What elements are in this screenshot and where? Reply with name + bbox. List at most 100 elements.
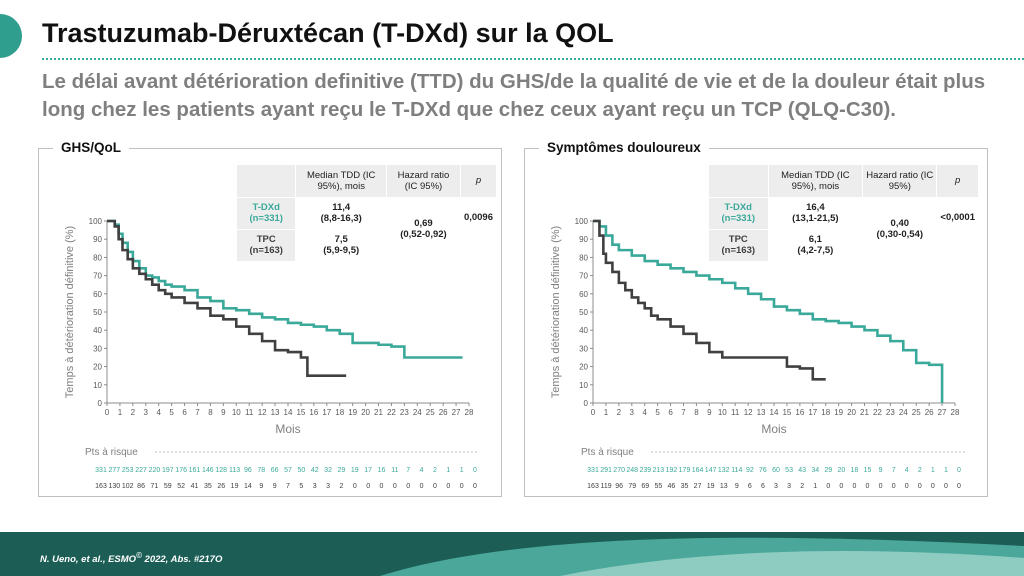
title-accent-shape xyxy=(0,14,22,58)
at-risk-tdxd-value: 113 xyxy=(229,467,240,474)
y-tick-label: 90 xyxy=(579,235,588,244)
x-tick-label: 24 xyxy=(413,408,422,417)
at-risk-tpc-value: 9 xyxy=(259,483,263,490)
at-risk-tdxd-value: 239 xyxy=(639,467,651,474)
x-tick-label: 19 xyxy=(348,408,357,417)
at-risk-tdxd-value: 0 xyxy=(473,467,477,474)
at-risk-tpc-value: 0 xyxy=(406,483,410,490)
x-tick-label: 15 xyxy=(296,408,305,417)
stats-table: Median TDD (IC 95%), mois Hazard ratio (… xyxy=(709,165,979,262)
at-risk-tdxd-value: 1 xyxy=(944,467,948,474)
hazard-ratio-ci: (0,52-0,92) xyxy=(400,229,447,240)
at-risk-tdxd-value: 331 xyxy=(95,467,107,474)
y-tick-label: 90 xyxy=(93,235,102,244)
at-risk-tdxd-value: 53 xyxy=(785,467,793,474)
x-tick-label: 13 xyxy=(271,408,280,417)
x-tick-label: 9 xyxy=(707,408,712,417)
x-tick-label: 26 xyxy=(439,408,448,417)
at-risk-tdxd-value: 29 xyxy=(338,467,346,474)
at-risk-tdxd-value: 197 xyxy=(162,467,174,474)
x-tick-label: 26 xyxy=(925,408,934,417)
x-tick-label: 25 xyxy=(426,408,435,417)
at-risk-tdxd-value: 57 xyxy=(284,467,292,474)
at-risk-tdxd-value: 291 xyxy=(600,467,612,474)
p-value: 0,0096 xyxy=(460,197,498,262)
x-axis-label: Mois xyxy=(761,422,786,436)
col-p-header: p xyxy=(460,165,498,198)
median-tpc: 7,5 xyxy=(334,234,348,245)
at-risk-tdxd-value: 29 xyxy=(824,467,832,474)
at-risk-tpc-value: 0 xyxy=(826,483,830,490)
at-risk-tpc-value: 0 xyxy=(473,483,477,490)
at-risk-tdxd-value: 20 xyxy=(837,467,845,474)
col-hr-header: Hazard ratio (IC 95%) xyxy=(386,165,461,198)
at-risk-tdxd-value: 42 xyxy=(311,467,319,474)
y-axis-label: Temps à détérioration définitive (%) xyxy=(550,226,562,398)
at-risk-tdxd-value: 17 xyxy=(364,467,372,474)
at-risk-tdxd-value: 164 xyxy=(692,467,704,474)
at-risk-tpc-value: 71 xyxy=(151,483,159,490)
at-risk-tdxd-value: 9 xyxy=(879,467,883,474)
at-risk-tpc-value: 0 xyxy=(839,483,843,490)
x-tick-label: 5 xyxy=(655,408,660,417)
arm-tdxd: T-DXd (n=331) xyxy=(709,197,769,230)
at-risk-tdxd-value: 7 xyxy=(892,467,896,474)
at-risk-tdxd-value: 220 xyxy=(149,467,161,474)
x-tick-label: 6 xyxy=(668,408,673,417)
at-risk-tdxd-value: 2 xyxy=(918,467,922,474)
at-risk-tdxd-value: 147 xyxy=(705,467,717,474)
x-tick-label: 8 xyxy=(694,408,699,417)
y-tick-label: 20 xyxy=(93,363,102,372)
at-risk-tpc-value: 0 xyxy=(944,483,948,490)
x-tick-label: 4 xyxy=(642,408,647,417)
at-risk-tdxd-value: 60 xyxy=(772,467,780,474)
x-tick-label: 20 xyxy=(847,408,856,417)
at-risk-tpc-value: 2 xyxy=(800,483,804,490)
x-tick-label: 0 xyxy=(105,408,110,417)
y-axis-label: Temps à détérioration définitive (%) xyxy=(64,226,76,398)
x-axis-label: Mois xyxy=(275,422,300,436)
at-risk-tpc-value: 3 xyxy=(774,483,778,490)
x-tick-label: 17 xyxy=(322,408,331,417)
y-tick-label: 60 xyxy=(579,290,588,299)
x-tick-label: 1 xyxy=(604,408,609,417)
at-risk-tdxd-value: 34 xyxy=(811,467,819,474)
arm-tpc: TPC (n=163) xyxy=(709,229,769,262)
x-tick-label: 28 xyxy=(465,408,474,417)
arm-tpc: TPC (n=163) xyxy=(237,229,297,262)
at-risk-tdxd-value: 96 xyxy=(244,467,252,474)
at-risk-tdxd-value: 16 xyxy=(378,467,386,474)
x-tick-label: 27 xyxy=(452,408,461,417)
at-risk-tpc-value: 119 xyxy=(600,483,611,490)
at-risk-tdxd-value: 1 xyxy=(446,467,450,474)
at-risk-tpc-value: 0 xyxy=(866,483,870,490)
x-tick-label: 12 xyxy=(744,408,753,417)
y-tick-label: 70 xyxy=(93,272,102,281)
at-risk-tpc-value: 0 xyxy=(460,483,464,490)
at-risk-tpc-value: 163 xyxy=(95,483,107,490)
panel-title: GHS/QoL xyxy=(53,140,129,155)
at-risk-tdxd-value: 50 xyxy=(297,467,305,474)
at-risk-tdxd-value: 128 xyxy=(215,467,227,474)
at-risk-tdxd-value: 213 xyxy=(653,467,665,474)
at-risk-tpc-value: 52 xyxy=(177,483,185,490)
at-risk-tdxd-value: 270 xyxy=(613,467,625,474)
at-risk-tdxd-value: 114 xyxy=(731,467,742,474)
at-risk-tdxd-value: 161 xyxy=(189,467,201,474)
at-risk-tpc-value: 59 xyxy=(164,483,172,490)
at-risk-tpc-value: 26 xyxy=(217,483,225,490)
km-curve-tdxd xyxy=(107,219,463,359)
at-risk-tdxd-value: 227 xyxy=(135,467,147,474)
at-risk-tdxd-value: 15 xyxy=(864,467,872,474)
y-tick-label: 10 xyxy=(579,381,588,390)
at-risk-tpc-value: 0 xyxy=(931,483,935,490)
at-risk-tpc-value: 163 xyxy=(587,483,599,490)
at-risk-tdxd-value: 66 xyxy=(271,467,279,474)
x-tick-label: 11 xyxy=(245,408,254,417)
at-risk-tdxd-value: 4 xyxy=(905,467,909,474)
slide-title: Trastuzumab-Déruxtécan (T-DXd) sur la QO… xyxy=(42,18,614,48)
km-curve-tdxd xyxy=(593,219,944,403)
median-tpc: 6,1 xyxy=(808,234,822,245)
y-tick-label: 80 xyxy=(93,253,102,262)
